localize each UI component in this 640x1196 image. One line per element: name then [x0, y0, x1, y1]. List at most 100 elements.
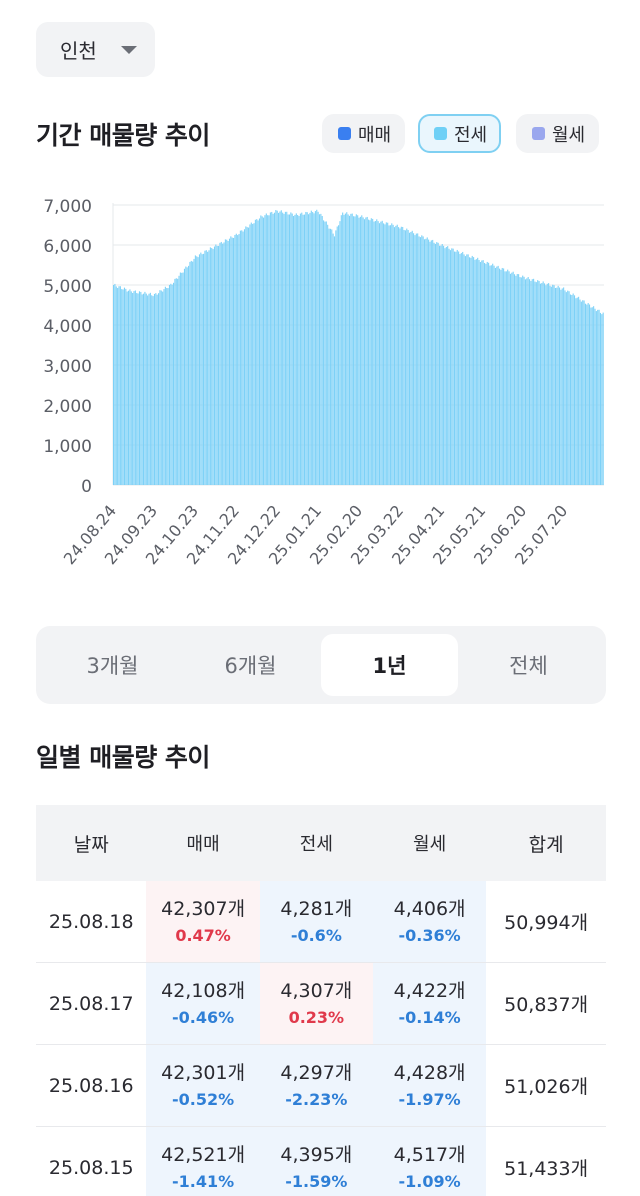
- tab-6-months[interactable]: 6개월: [224, 654, 277, 678]
- chart-bar: [504, 271, 506, 485]
- chart-bar: [246, 227, 248, 485]
- chart-bar: [183, 268, 186, 485]
- chart-bar: [212, 249, 214, 485]
- chart-bar: [264, 215, 266, 485]
- table-row: 25.08.18 42,307개 0.47% 4,281개 -0.6% 4,40…: [36, 881, 606, 963]
- chart-bar: [602, 312, 604, 485]
- chart-bar: [279, 211, 281, 486]
- legend-toggle-jeonse[interactable]: 전세: [418, 114, 502, 153]
- chart-bar: [501, 267, 503, 485]
- chart-bar: [479, 262, 481, 485]
- chart-bar: [224, 239, 226, 485]
- chart-bar: [586, 304, 588, 485]
- chart-bar: [468, 257, 471, 485]
- y-tick-label: 4,000: [43, 317, 92, 337]
- sale-count: 42,521개: [161, 1143, 246, 1166]
- chart-bar: [243, 229, 246, 485]
- chart-bar: [320, 213, 322, 485]
- chart-bar: [163, 289, 165, 485]
- chart-bar: [415, 233, 417, 485]
- monthly-change: -0.14%: [398, 1007, 461, 1027]
- chart-bar: [587, 303, 589, 485]
- chart-bar: [361, 215, 363, 485]
- chart-bar: [471, 255, 473, 485]
- table-row: 25.08.17 42,108개 -0.46% 4,307개 0.23% 4,4…: [36, 963, 606, 1045]
- chart-bar: [378, 223, 381, 485]
- chart-bar: [459, 254, 461, 485]
- chart-bar: [558, 287, 561, 485]
- chart-bar: [579, 299, 581, 485]
- chart-bar: [321, 216, 323, 485]
- jeonse-cell: 4,307개 0.23%: [259, 963, 373, 1044]
- chart-bar: [235, 233, 237, 485]
- chart-bar: [179, 272, 181, 485]
- chart-bar: [114, 283, 116, 485]
- chart-bar: [545, 285, 547, 485]
- chart-bar: [493, 265, 495, 485]
- chart-bar: [402, 226, 404, 485]
- chart-bar: [137, 293, 139, 485]
- chart-bar: [182, 272, 184, 485]
- chart-bar: [205, 250, 207, 485]
- chart-bar: [294, 214, 296, 485]
- tab-all[interactable]: 전체: [509, 654, 548, 678]
- chart-bar: [443, 245, 445, 485]
- tab-3-months[interactable]: 3개월: [86, 654, 139, 678]
- chart-bar: [569, 294, 571, 485]
- chart-bar: [138, 291, 141, 485]
- chart-bar: [393, 227, 396, 485]
- chart-bar: [256, 219, 258, 485]
- chart-bar: [196, 256, 198, 485]
- monthly-cell: 4,428개 -1.97%: [372, 1045, 487, 1126]
- chart-bar: [563, 287, 565, 485]
- chart-bar: [543, 283, 546, 485]
- chart-bar: [249, 224, 251, 485]
- table-row: 25.08.16 42,301개 -0.52% 4,297개 -2.23% 4,…: [36, 1045, 606, 1127]
- chart-bar: [123, 287, 126, 485]
- legend-toggle-sale[interactable]: 매매: [322, 114, 406, 153]
- region-select[interactable]: 인천: [36, 22, 155, 77]
- chart-bar: [524, 279, 526, 485]
- chart-bar: [362, 217, 364, 486]
- chart-bar: [436, 242, 438, 485]
- chart-bar: [267, 215, 269, 485]
- chart-bar: [339, 221, 341, 485]
- chart-bar: [186, 267, 188, 485]
- chart-bar: [272, 213, 274, 485]
- chart-bar: [564, 290, 566, 485]
- chart-bar: [429, 241, 431, 485]
- monthly-cell: 4,517개 -1.09%: [372, 1127, 487, 1196]
- chart-bar: [408, 232, 411, 485]
- chart-bar: [449, 250, 451, 485]
- chart-bar: [125, 288, 127, 485]
- chart-bar: [516, 274, 518, 485]
- chart-bar: [505, 271, 507, 485]
- chart-bar: [452, 248, 454, 485]
- chart-bar: [477, 257, 479, 485]
- header-monthly: 월세: [413, 834, 447, 855]
- chart-bar: [143, 293, 145, 485]
- chart-bar: [278, 212, 280, 486]
- chart-bar: [512, 271, 514, 485]
- chart-bar: [317, 211, 319, 485]
- chart-bar: [346, 212, 348, 485]
- chart-bar: [213, 246, 216, 485]
- chart-bar: [475, 259, 477, 485]
- chart-bar: [297, 215, 299, 485]
- chart-bar: [313, 213, 315, 485]
- chart-bar: [447, 246, 449, 485]
- chart-bar: [329, 228, 331, 485]
- table-row: 25.08.15 42,521개 -1.41% 4,395개 -1.59% 4,…: [36, 1127, 606, 1196]
- legend-label-sale: 매매: [358, 124, 392, 146]
- tab-1-year[interactable]: 1년: [321, 634, 458, 696]
- chart-bar: [528, 279, 531, 485]
- chart-bar: [216, 245, 218, 485]
- legend-toggle-monthly[interactable]: 월세: [516, 114, 600, 153]
- chart-bar: [201, 254, 203, 485]
- jeonse-color-swatch: [434, 127, 447, 140]
- chart-bar: [194, 255, 196, 485]
- chart-bar: [542, 281, 544, 485]
- chart-bar: [230, 236, 232, 485]
- chart-bar: [398, 227, 400, 485]
- chart-bar: [410, 231, 412, 485]
